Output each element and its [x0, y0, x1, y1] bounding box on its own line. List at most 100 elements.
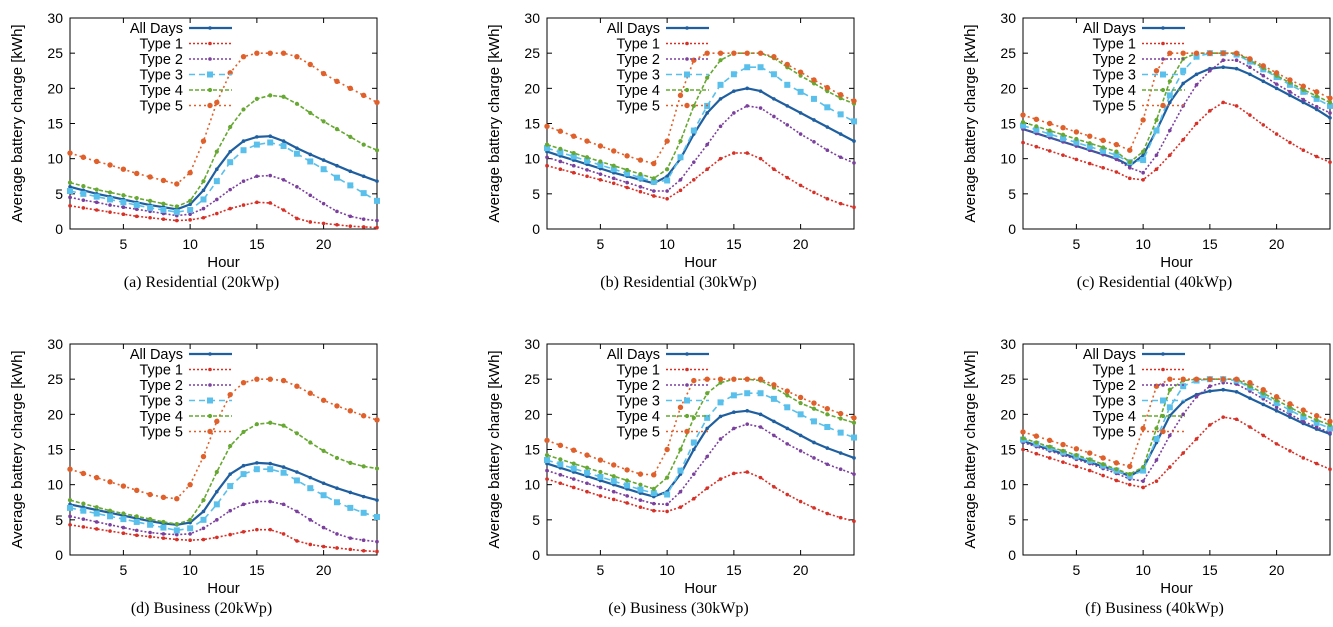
data-point [811, 406, 817, 411]
data-point [651, 160, 657, 167]
data-point [1087, 468, 1092, 473]
data-point [254, 96, 259, 101]
data-point [187, 525, 194, 532]
y-tick-label: 10 [1000, 151, 1016, 167]
data-point [255, 461, 259, 465]
panel-caption: (d) Business (20kWp) [131, 600, 272, 617]
data-point [585, 168, 589, 172]
data-point [812, 118, 816, 122]
y-tick-label: 25 [1000, 371, 1016, 387]
data-point [1166, 404, 1173, 411]
data-point [1127, 463, 1133, 470]
data-point [375, 549, 379, 554]
data-point [94, 187, 99, 192]
y-tick-label: 30 [524, 336, 540, 352]
data-point [624, 153, 630, 159]
data-point [120, 516, 127, 523]
data-point [1101, 166, 1105, 170]
x-tick-label: 15 [1202, 562, 1218, 578]
data-point [677, 467, 684, 474]
data-point [215, 518, 219, 522]
data-point [584, 157, 591, 164]
data-point [558, 159, 563, 164]
data-point [611, 148, 617, 154]
data-point [268, 93, 273, 98]
data-point [148, 215, 152, 220]
data-point [1300, 414, 1307, 421]
data-point [201, 215, 206, 220]
data-point [824, 423, 831, 430]
data-point [1248, 72, 1252, 77]
data-point [147, 491, 153, 498]
data-point [174, 521, 179, 527]
data-point [690, 439, 697, 446]
data-point [1047, 128, 1052, 133]
x-tick-label: 10 [659, 562, 675, 578]
data-point [851, 98, 857, 104]
data-point [624, 478, 630, 483]
data-point [241, 139, 246, 143]
data-point [705, 167, 709, 172]
y-tick-label: 30 [1000, 10, 1016, 26]
data-point [1034, 440, 1039, 445]
data-point [348, 134, 353, 139]
data-point [678, 489, 683, 494]
data-point [665, 509, 669, 514]
data-point [294, 53, 300, 60]
data-point [664, 446, 670, 453]
data-point [785, 492, 790, 497]
x-tick-label: 20 [316, 562, 332, 578]
data-point [611, 474, 616, 479]
data-point [308, 542, 313, 547]
data-point [121, 531, 126, 535]
data-point [798, 132, 803, 136]
data-point [705, 426, 709, 431]
y-tick-label: 0 [532, 221, 540, 237]
data-point [81, 198, 86, 202]
y-tick-label: 0 [532, 547, 540, 563]
chart-panel-6: 0 5 10 15 20 25 30 5 10 15 20 Hour Average battery c… [962, 336, 1333, 617]
x-tick-label: 15 [249, 236, 265, 252]
data-point [268, 420, 273, 425]
data-point [160, 177, 167, 184]
data-point [677, 154, 684, 161]
data-point [108, 529, 112, 533]
legend-label: Type 3 [1092, 68, 1136, 84]
data-point [825, 196, 830, 201]
data-point [174, 218, 179, 223]
data-point [280, 377, 287, 384]
data-point [1168, 128, 1172, 133]
data-point [1074, 157, 1079, 162]
legend-marker [1160, 87, 1166, 93]
data-point [227, 159, 234, 166]
data-point [852, 205, 856, 209]
legend-label: Type 1 [616, 37, 660, 53]
y-axis-label: Average battery charge [kWh] [9, 24, 26, 222]
data-point [1153, 127, 1160, 134]
data-point [255, 174, 259, 179]
data-point [770, 395, 777, 402]
data-point [677, 92, 684, 99]
data-point [228, 206, 232, 211]
data-point [68, 514, 72, 519]
legend-label: Type 2 [139, 378, 183, 394]
data-point [1301, 456, 1306, 460]
data-point [757, 50, 764, 56]
data-point [67, 150, 73, 156]
data-point [1073, 129, 1080, 135]
data-point [1193, 53, 1200, 60]
data-point [758, 412, 763, 417]
data-point [825, 446, 830, 450]
data-point [240, 53, 247, 60]
data-point [1100, 145, 1106, 150]
data-point [320, 166, 327, 173]
data-point [544, 123, 550, 130]
legend-marker [207, 71, 213, 78]
data-point [650, 490, 657, 497]
y-tick-label: 20 [1000, 406, 1016, 422]
data-point [174, 181, 180, 187]
data-point [638, 189, 643, 194]
data-point [268, 134, 273, 138]
data-point [1060, 441, 1066, 448]
